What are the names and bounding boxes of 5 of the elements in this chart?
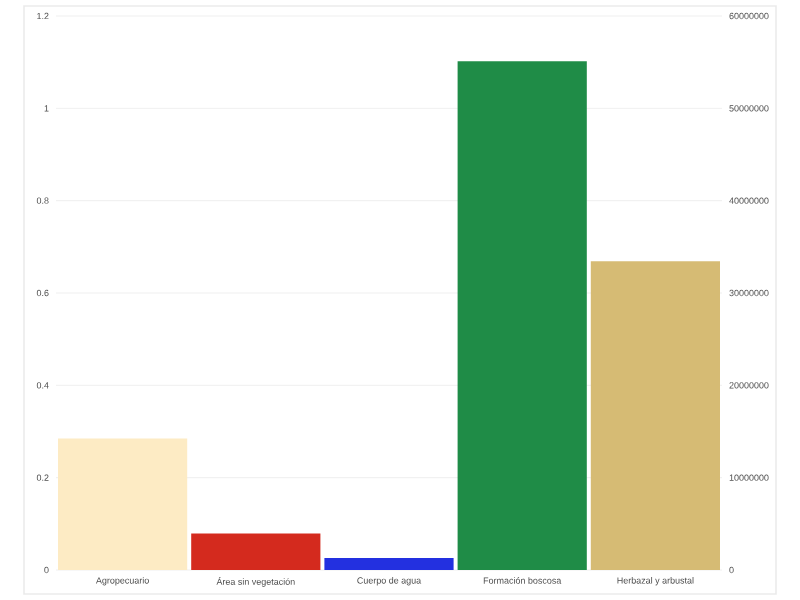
bar [590,261,720,570]
bar [58,438,188,570]
bar [324,557,454,570]
bar [191,533,321,570]
bar [457,61,587,570]
